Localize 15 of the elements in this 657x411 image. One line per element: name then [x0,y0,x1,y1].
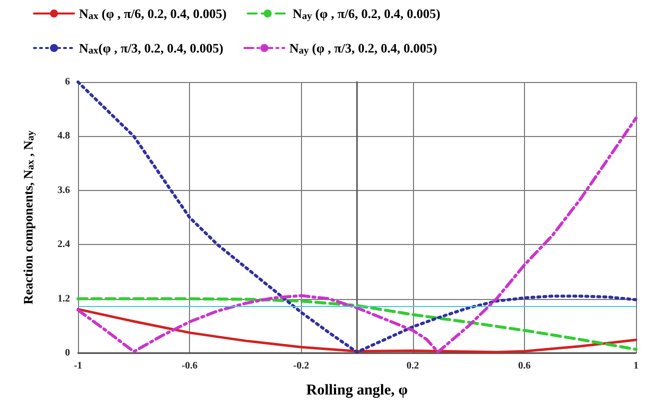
x-tick-label: 0.6 [518,360,531,372]
x-tick-label: -0.2 [293,360,310,372]
x-axis-title: Rolling angle, φ [306,382,408,398]
line-series [76,297,638,351]
y-axis-title: Reaction components, Nax , Nay [20,130,36,304]
x-tick-label: 0.2 [406,360,420,372]
y-tick-label: 1.2 [58,293,70,304]
y-tick-label: 0 [65,348,70,358]
x-tick-label: -1 [74,360,82,372]
x-tick-label: -0.6 [182,360,198,372]
x-tick-label: 1 [634,360,638,372]
y-tick-label: 6 [65,76,70,88]
y-tick-label: 4.8 [58,130,70,142]
y-tick-label: 2.4 [58,239,70,250]
y-tick-label: 3.6 [58,184,70,196]
